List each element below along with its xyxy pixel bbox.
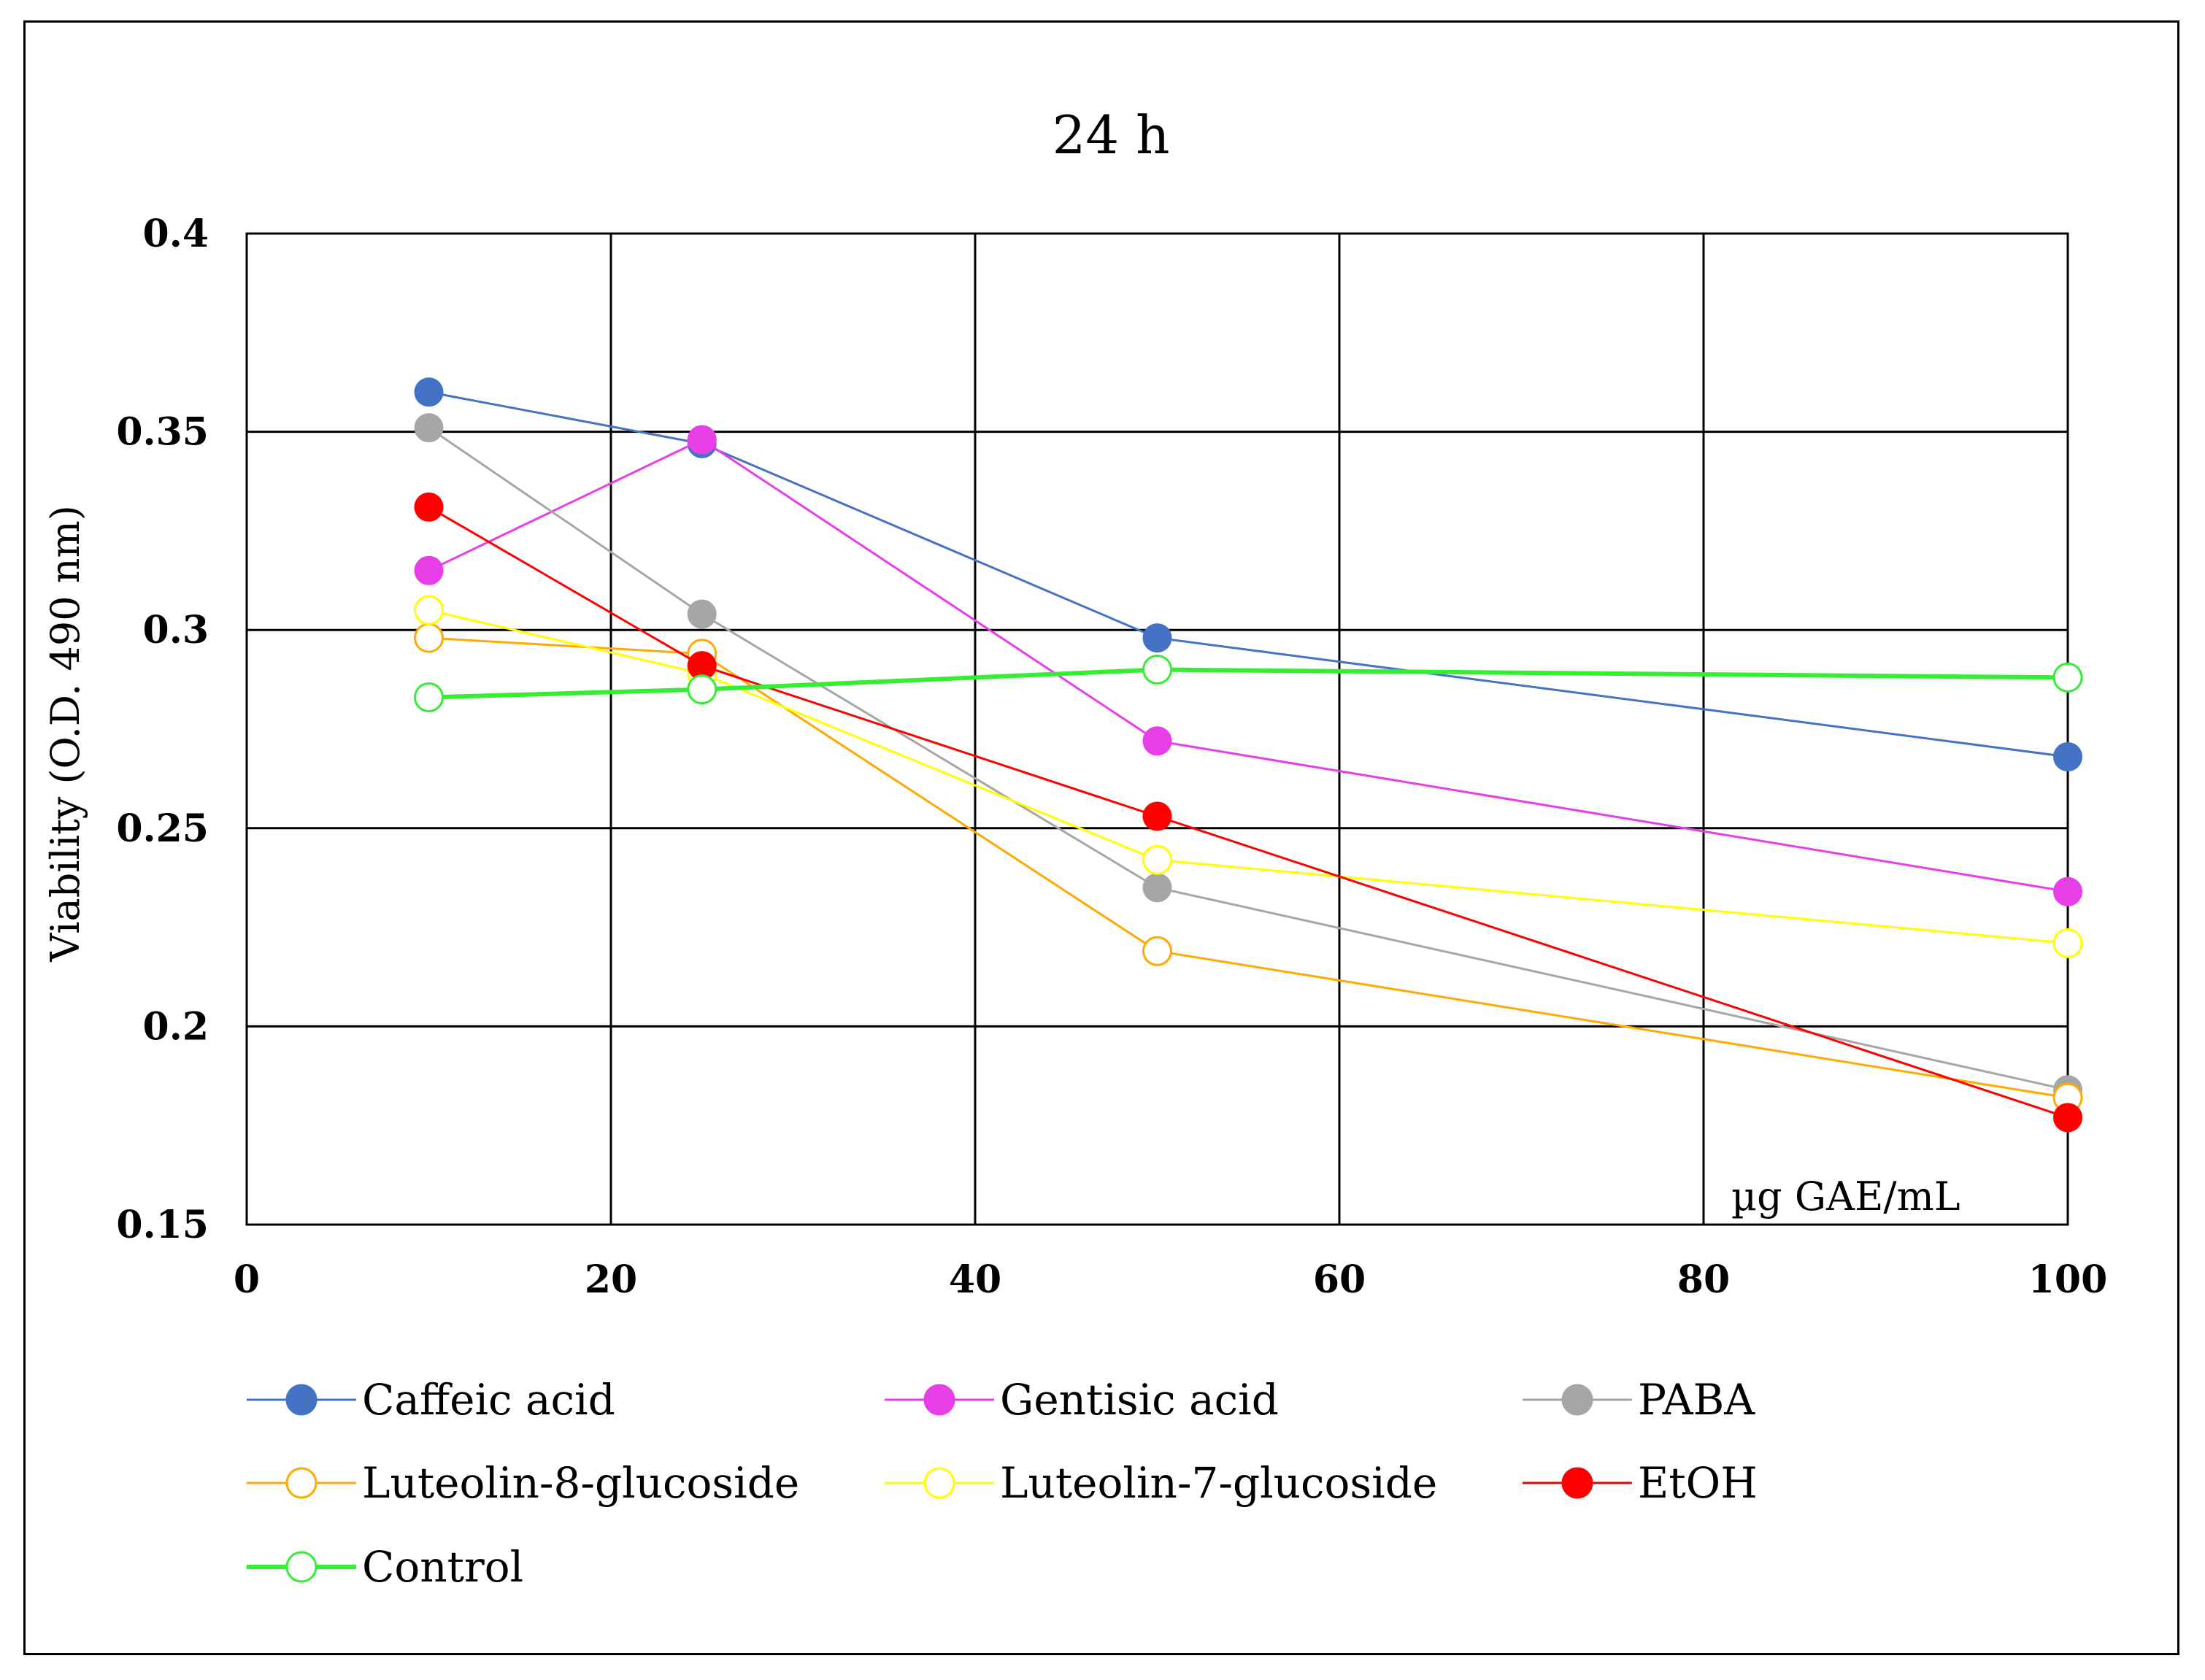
x-tick-label: 100	[2028, 1257, 2108, 1302]
data-point	[414, 595, 444, 625]
legend-marker	[1561, 1384, 1593, 1416]
y-axis-label: Viability (O.D. 490 nm)	[42, 505, 88, 963]
x-tick-label: 80	[1677, 1257, 1730, 1302]
data-point	[414, 623, 444, 653]
legend-marker	[923, 1467, 955, 1499]
series-line	[428, 438, 2069, 893]
x-tick-label: 20	[585, 1257, 637, 1302]
legend-label: PABA	[1638, 1375, 1755, 1425]
series-line	[428, 609, 2069, 944]
legend-label: Control	[362, 1542, 523, 1592]
x-tick-label: 40	[949, 1257, 1001, 1302]
legend-label: EtOH	[1638, 1458, 1758, 1508]
series-caffeic-acid	[414, 377, 2082, 772]
plot-border	[245, 232, 2069, 1226]
data-point	[1142, 873, 1172, 903]
y-tick-label: 0.15	[116, 1203, 209, 1247]
legend-item: Control	[247, 1542, 523, 1592]
data-point	[414, 377, 444, 407]
legend-item: Luteolin-8-glucoside	[247, 1458, 799, 1508]
data-point	[1142, 623, 1172, 653]
data-point	[687, 425, 717, 455]
data-point	[1142, 844, 1172, 875]
legend-marker	[285, 1467, 318, 1499]
series-line	[428, 390, 2069, 758]
legend-label: Gentisic acid	[1000, 1375, 1279, 1425]
legend-item: Luteolin-7-glucoside	[885, 1458, 1437, 1508]
series-control	[414, 655, 2083, 713]
data-point	[2053, 742, 2082, 772]
legend-marker	[923, 1384, 955, 1416]
y-tick-label: 0.2	[143, 1004, 209, 1049]
legend-label: Caffeic acid	[362, 1375, 615, 1425]
data-point	[687, 674, 717, 705]
series-line	[428, 506, 2069, 1119]
series-gentisic-acid	[414, 425, 2082, 906]
legend-label: Luteolin-8-glucoside	[362, 1458, 799, 1508]
data-point	[1142, 655, 1172, 685]
axis-ticks: 0.15 0.2 0.25 0.3 0.35 0.4 0 20 40 60 80 100	[116, 212, 2107, 1302]
x-tick-label: 0	[234, 1257, 260, 1302]
legend-item: PABA	[1523, 1375, 1755, 1425]
legend-item: EtOH	[1523, 1458, 1758, 1508]
chart-title: 24 h	[1053, 104, 1170, 166]
series-line	[428, 426, 2069, 1091]
chart-frame	[23, 20, 2179, 1655]
data-point	[2052, 662, 2083, 693]
data-point	[1142, 726, 1172, 756]
x-axis-label: µg GAE/mL	[1731, 1174, 1960, 1219]
legend: Caffeic acid Gentisic acid PABA Luteolin-8-…	[247, 1375, 1758, 1592]
y-tick-label: 0.4	[143, 212, 209, 256]
series-paba	[414, 413, 2082, 1105]
data-point	[414, 492, 444, 522]
legend-marker	[1561, 1467, 1593, 1499]
data-point	[2053, 1103, 2082, 1133]
data-point	[1142, 936, 1172, 966]
y-tick-label: 0.3	[143, 608, 209, 652]
data-point	[1142, 801, 1172, 831]
legend-label: Luteolin-7-glucoside	[1000, 1458, 1437, 1508]
data-point	[414, 413, 444, 443]
data-point	[2053, 876, 2082, 906]
legend-marker	[285, 1551, 318, 1583]
plot-area	[245, 232, 2069, 1226]
data-point	[414, 555, 444, 585]
legend-item: Gentisic acid	[885, 1375, 1279, 1425]
series-lines	[414, 377, 2083, 1133]
data-point	[687, 599, 717, 629]
series-etoh	[414, 492, 2082, 1133]
legend-marker	[285, 1384, 318, 1416]
legend-item: Caffeic acid	[247, 1375, 615, 1425]
data-point	[2052, 928, 2083, 958]
data-point	[414, 682, 444, 713]
y-tick-label: 0.35	[116, 410, 209, 455]
y-tick-label: 0.25	[116, 806, 209, 851]
x-tick-label: 60	[1313, 1257, 1366, 1302]
series-line	[428, 636, 2069, 1099]
series-line	[428, 667, 2069, 700]
